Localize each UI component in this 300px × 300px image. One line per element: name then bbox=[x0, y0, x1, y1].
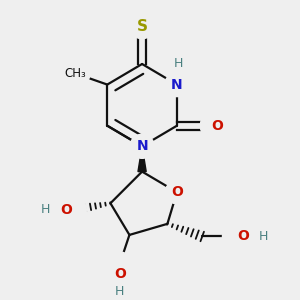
Text: H: H bbox=[174, 58, 183, 70]
Text: O: O bbox=[61, 202, 73, 217]
Text: O: O bbox=[237, 230, 249, 244]
Text: N: N bbox=[136, 139, 148, 153]
Text: N: N bbox=[171, 78, 183, 92]
Circle shape bbox=[223, 225, 245, 248]
Circle shape bbox=[166, 73, 188, 96]
Circle shape bbox=[129, 14, 155, 39]
Circle shape bbox=[109, 263, 131, 286]
Circle shape bbox=[226, 225, 248, 248]
Circle shape bbox=[131, 135, 154, 158]
Circle shape bbox=[166, 56, 182, 72]
Polygon shape bbox=[138, 146, 146, 172]
Circle shape bbox=[109, 252, 131, 275]
Text: S: S bbox=[136, 19, 148, 34]
Text: CH₃: CH₃ bbox=[65, 67, 86, 80]
Text: O: O bbox=[171, 185, 183, 199]
Text: O: O bbox=[114, 268, 126, 281]
Text: O: O bbox=[212, 119, 224, 133]
Text: H: H bbox=[259, 230, 268, 243]
Circle shape bbox=[61, 59, 90, 88]
Circle shape bbox=[131, 15, 154, 38]
Circle shape bbox=[200, 114, 223, 137]
Circle shape bbox=[200, 114, 223, 137]
Text: H: H bbox=[41, 203, 50, 216]
Circle shape bbox=[64, 198, 87, 221]
Circle shape bbox=[61, 198, 84, 221]
Circle shape bbox=[166, 181, 188, 204]
Circle shape bbox=[165, 73, 189, 97]
Circle shape bbox=[130, 134, 154, 158]
Text: H: H bbox=[115, 285, 124, 298]
Circle shape bbox=[166, 181, 188, 204]
